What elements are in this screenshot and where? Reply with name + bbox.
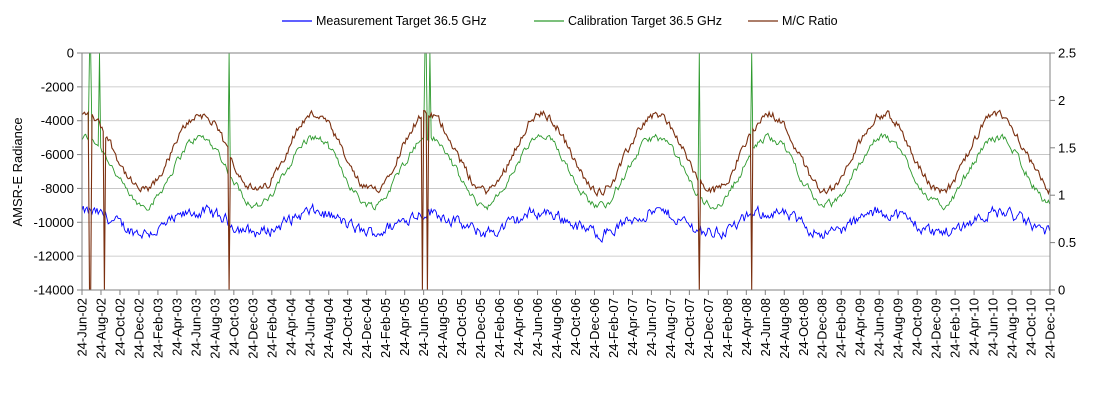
x-tick-label: 24-Feb-04: [264, 298, 279, 358]
x-tick-label: 24-Apr-06: [511, 298, 526, 356]
y-tick-label: -2000: [41, 79, 74, 94]
x-tick-label: 24-Oct-04: [340, 298, 355, 356]
x-tick-label: 24-Oct-10: [1024, 298, 1039, 356]
x-tick-label: 24-Jun-02: [75, 298, 90, 357]
series-line-calibration: [81, 52, 1051, 211]
x-tick-label: 24-Dec-06: [587, 298, 602, 359]
legend-label-calibration: Calibration Target 36.5 GHz: [568, 14, 722, 28]
x-tick-label: 24-Dec-02: [131, 298, 146, 359]
x-tick-label: 24-Feb-10: [948, 298, 963, 358]
y-tick-label: -14000: [34, 283, 74, 298]
x-tick-label: 24-Oct-02: [112, 298, 127, 356]
y-tick-label: 0: [67, 46, 74, 61]
x-tick-label: 24-Aug-02: [93, 298, 108, 359]
x-tick-label: 24-Dec-04: [359, 298, 374, 359]
x-tick-label: 24-Jun-03: [188, 298, 203, 357]
x-tick-label: 24-Dec-03: [245, 298, 260, 359]
x-tick-label: 24-Apr-05: [397, 298, 412, 356]
x-tick-label: 24-Aug-07: [663, 298, 678, 359]
x-tick-label: 24-Feb-03: [150, 298, 165, 358]
x-tick-label: 24-Feb-09: [834, 298, 849, 358]
x-tick-label: 24-Jun-07: [644, 298, 659, 357]
gridlines: [82, 86, 1050, 257]
x-tick-label: 24-Dec-10: [1043, 298, 1058, 359]
legend: Measurement Target 36.5 GHz Calibration …: [282, 14, 838, 28]
y-tick-label: -10000: [34, 215, 74, 230]
x-tick-label: 24-Apr-10: [967, 298, 982, 356]
x-tick-label: 24-Jun-09: [872, 298, 887, 357]
y-tick-label: -6000: [41, 147, 74, 162]
y-axis-title: AMSR-E Radiance: [10, 117, 25, 226]
series-line-ratio: [81, 109, 1051, 291]
x-tick-label: 24-Apr-04: [283, 298, 298, 356]
x-tick-label: 24-Aug-05: [435, 298, 450, 359]
x-tick-label: 24-Oct-03: [226, 298, 241, 356]
x-tick-label: 24-Oct-07: [682, 298, 697, 356]
x-tick-label: 24-Oct-06: [568, 298, 583, 356]
x-tick-label: 24-Jun-08: [758, 298, 773, 357]
x-tick-label: 24-Aug-09: [891, 298, 906, 359]
y-tick-label: -8000: [41, 181, 74, 196]
x-tick-label: 24-Dec-09: [929, 298, 944, 359]
x-tick-label: 24-Apr-03: [169, 298, 184, 356]
x-tick-label: 24-Aug-10: [1005, 298, 1020, 359]
x-tick-label: 24-Jun-06: [530, 298, 545, 357]
x-tick-label: 24-Apr-07: [625, 298, 640, 356]
x-tick-label: 24-Feb-05: [378, 298, 393, 358]
x-tick-label: 24-Dec-07: [701, 298, 716, 359]
series-line-measurement: [81, 202, 1051, 244]
legend-label-ratio: M/C Ratio: [782, 14, 838, 28]
x-tick-label: 24-Apr-09: [853, 298, 868, 356]
x-tick-label: 24-Oct-08: [796, 298, 811, 356]
x-tick-label: 24-Feb-06: [492, 298, 507, 358]
x-tick-label: 24-Aug-06: [549, 298, 564, 359]
x-tick-label: 24-Feb-08: [720, 298, 735, 358]
x-tick-label: 24-Oct-09: [910, 298, 925, 356]
x-tick-label: 24-Jun-04: [302, 298, 317, 357]
y2-tick-label: 1: [1058, 188, 1065, 203]
y2-tick-label: 2.5: [1058, 46, 1076, 61]
plot-frame: [81, 52, 1051, 291]
x-tick-label: 24-Aug-08: [777, 298, 792, 359]
x-tick-label: 24-Feb-07: [606, 298, 621, 358]
axes: 0-2000-4000-6000-8000-10000-12000-140002…: [34, 46, 1077, 359]
legend-label-measurement: Measurement Target 36.5 GHz: [316, 14, 487, 28]
y2-tick-label: 0: [1058, 283, 1065, 298]
x-tick-label: 24-Aug-03: [207, 298, 222, 359]
y2-tick-label: 2: [1058, 93, 1065, 108]
x-tick-label: 24-Aug-04: [321, 298, 336, 359]
plot-series: [81, 52, 1051, 291]
y-tick-label: -12000: [34, 249, 74, 264]
x-tick-label: 24-Oct-05: [454, 298, 469, 356]
x-tick-label: 24-Dec-08: [815, 298, 830, 359]
x-tick-label: 24-Jun-10: [986, 298, 1001, 357]
x-tick-label: 24-Apr-08: [739, 298, 754, 356]
x-tick-label: 24-Dec-05: [473, 298, 488, 359]
x-tick-label: 24-Jun-05: [416, 298, 431, 357]
y2-tick-label: 0.5: [1058, 235, 1076, 250]
y2-tick-label: 1.5: [1058, 140, 1076, 155]
y-tick-label: -4000: [41, 113, 74, 128]
